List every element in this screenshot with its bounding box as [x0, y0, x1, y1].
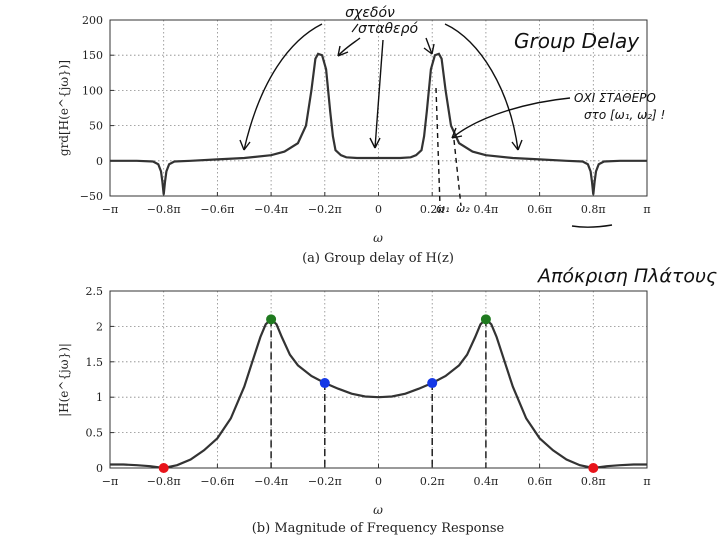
plot-a-xtick-label: 0.4π: [474, 203, 499, 216]
annotation-group-delay: Group Delay: [514, 29, 640, 53]
plot-b-xtick-label: π: [643, 475, 650, 488]
plot-a-xtick-label: 0.6π: [527, 203, 552, 216]
arrowhead-center: [369, 137, 381, 149]
plot-a-xtick-label: 0.2π: [420, 203, 445, 216]
plot-a-ytick-label: 0: [96, 155, 103, 168]
plot-b-ticks: −π −0.8π −0.6π −0.4π −0.2π 0 0.2π 0.4π 0.6π 0.8π π…: [86, 285, 651, 488]
plot-a-ytick-label: −50: [80, 190, 103, 203]
plot-b-series-line: [110, 317, 647, 470]
plot-b-marker-point: [266, 314, 277, 325]
plot-b-marker-point: [158, 463, 169, 473]
underline-0.8pi: [571, 224, 613, 228]
plot-b-xlabel: ω: [373, 503, 383, 517]
annotation-omega1: ω₁: [436, 202, 450, 215]
plot-b-ytick-label: 1.5: [86, 356, 104, 369]
annotation-layer-b: Απόκριση Πλάτους: [536, 265, 717, 287]
plot-b-xtick-label: −0.4π: [254, 475, 288, 488]
plot-b-xtick-label: 0.6π: [527, 475, 552, 488]
plot-b: −π −0.8π −0.6π −0.4π −0.2π 0 0.2π 0.4π 0.6π 0.8π π…: [57, 285, 651, 536]
plot-b-marker-point: [427, 378, 438, 389]
plot-a-xlabel: ω: [373, 231, 383, 245]
arrow-not-constant: [451, 97, 571, 139]
arrow-to-right-tail: [444, 23, 519, 151]
plot-b-marker-point: [319, 378, 330, 389]
arrowhead-right-tail: [511, 139, 523, 151]
plot-a-ytick-label: 100: [82, 84, 103, 97]
plot-a-series-line: [110, 52, 647, 195]
plot-b-markers: [158, 314, 599, 473]
plot-b-ytick-label: 0.5: [86, 427, 104, 440]
arrow-to-right-peak: [425, 37, 433, 55]
plot-b-ytick-label: 0: [96, 462, 103, 475]
plot-a-ytick-label: 50: [89, 120, 103, 133]
omega1-dashed-line: [435, 87, 441, 207]
annotation-not-constant-line2: στο [ω₁, ω₂] !: [584, 108, 665, 122]
plot-b-marker-point: [480, 314, 491, 325]
arrow-to-left-tail: [243, 23, 323, 151]
plot-a-xtick-label: π: [643, 203, 650, 216]
plot-a-xtick-label: −0.8π: [147, 203, 181, 216]
plot-a-ytick-label: 150: [82, 49, 103, 62]
arrow-to-left-peak: [337, 37, 361, 57]
plot-b-ytick-label: 2.5: [86, 285, 104, 298]
annotation-layer-a: σχεδόν σταθερό Group Delay ΟΧΙ ΣΤΑΘΕΡΟ σ…: [239, 5, 665, 228]
plot-b-ylabel: |H(e^{jω})|: [57, 343, 71, 417]
plot-a-xtick-label: −0.6π: [200, 203, 234, 216]
plot-b-xtick-label: 0.8π: [581, 475, 606, 488]
plot-b-xtick-label: −0.6π: [200, 475, 234, 488]
plot-a-xtick-label: −0.2π: [308, 203, 342, 216]
arrowhead-right-peak: [423, 43, 435, 55]
annotation-magnitude: Απόκριση Πλάτους: [536, 265, 717, 287]
plot-b-xtick-label: 0.4π: [474, 475, 499, 488]
plot-a-caption: (a) Group delay of H(z): [302, 251, 454, 266]
plot-a-ticks: −π −0.8π −0.6π −0.4π −0.2π 0 0.2π 0.4π 0.6π 0.8π π…: [80, 14, 651, 216]
annotation-omega2: ω₂: [456, 202, 470, 215]
plot-a-xtick-label: −π: [102, 203, 118, 216]
plot-b-marker-point: [588, 463, 599, 473]
plot-a-ylabel: grd[H(e^{jω})]: [57, 60, 71, 156]
annotation-not-constant: ΟΧΙ ΣΤΑΘΕΡΟ: [574, 91, 656, 105]
arrowhead-left-tail: [239, 139, 251, 151]
plot-a: −π −0.8π −0.6π −0.4π −0.2π 0 0.2π 0.4π 0.6π 0.8π π…: [57, 14, 651, 266]
plot-a-xtick-label: 0.8π: [581, 203, 606, 216]
plot-b-caption: (b) Magnitude of Frequency Response: [252, 521, 505, 536]
plot-a-ytick-label: 200: [82, 14, 103, 27]
plot-b-ytick-label: 2: [96, 320, 103, 333]
arrowhead-left-peak: [337, 45, 349, 57]
plot-b-xtick-label: −π: [102, 475, 118, 488]
annotation-tick: [351, 23, 359, 33]
plot-b-marker-dropdowns: [270, 319, 487, 468]
arrowhead-not-constant: [451, 127, 463, 139]
plot-b-xtick-label: 0: [375, 475, 382, 488]
annotation-almost-constant-line2: σταθερό: [358, 21, 419, 37]
plot-a-xtick-label: −0.4π: [254, 203, 288, 216]
arrow-to-center: [374, 39, 384, 149]
omega2-dashed-line: [453, 139, 462, 207]
plot-b-xtick-label: −0.2π: [308, 475, 342, 488]
plot-b-xtick-label: 0.2π: [420, 475, 445, 488]
annotation-almost-constant: σχεδόν: [345, 5, 395, 21]
plot-b-ytick-label: 1: [96, 391, 103, 404]
plot-a-xtick-label: 0: [375, 203, 382, 216]
plot-b-grid: [110, 291, 647, 468]
plot-b-xtick-label: −0.8π: [147, 475, 181, 488]
